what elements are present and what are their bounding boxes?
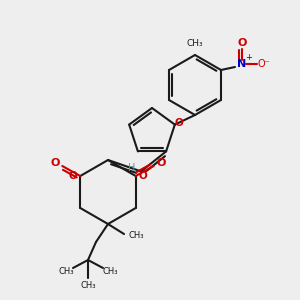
Text: CH₃: CH₃ bbox=[80, 280, 96, 290]
Text: O: O bbox=[237, 38, 247, 48]
Text: CH₃: CH₃ bbox=[58, 268, 74, 277]
Text: O: O bbox=[51, 158, 60, 168]
Text: CH₃: CH₃ bbox=[102, 268, 118, 277]
Text: O: O bbox=[175, 118, 183, 128]
Text: H: H bbox=[128, 164, 136, 173]
Text: O⁻: O⁻ bbox=[258, 59, 270, 69]
Text: O: O bbox=[138, 171, 147, 181]
Text: N: N bbox=[237, 59, 247, 69]
Text: CH₃: CH₃ bbox=[187, 38, 203, 47]
Text: O: O bbox=[69, 171, 78, 181]
Text: O: O bbox=[156, 158, 165, 168]
Text: +: + bbox=[245, 53, 252, 62]
Text: CH₃: CH₃ bbox=[128, 232, 144, 241]
